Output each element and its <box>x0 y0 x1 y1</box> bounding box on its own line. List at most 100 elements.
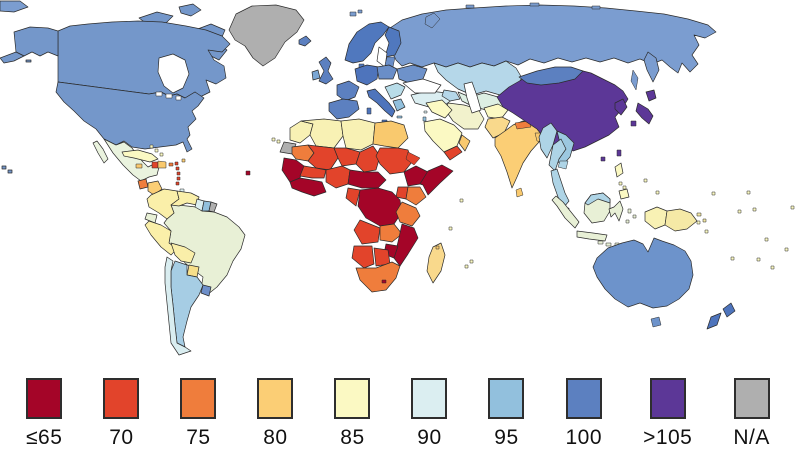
legend-label-le65: ≤65 <box>26 426 63 449</box>
region-chukotka-fragment <box>0 0 29 13</box>
region-angola <box>353 219 381 245</box>
region-colombia <box>146 188 180 220</box>
region-lesotho <box>381 279 387 284</box>
region-south-africa <box>355 261 401 293</box>
region-bahamas <box>149 144 164 157</box>
hudson-bay <box>157 53 190 94</box>
legend-swatch-80 <box>257 378 294 419</box>
region-java <box>576 230 608 242</box>
region-cyprus <box>423 110 428 114</box>
region-taiwan <box>616 149 622 157</box>
region-kamchatka <box>643 51 660 83</box>
region-italy <box>366 88 396 118</box>
legend-swatch-le65 <box>26 378 63 419</box>
region-germany-central-europe <box>354 64 380 86</box>
region-sumatra <box>551 195 580 229</box>
region-hainan <box>600 156 606 162</box>
region-japan-hokkaido <box>645 89 657 102</box>
region-somalia <box>419 164 454 196</box>
region-baja <box>92 140 109 164</box>
legend-label-90: 90 <box>417 426 442 449</box>
region-haiti <box>151 161 159 169</box>
region-burkina-benin <box>299 165 327 179</box>
legend-item-85: 85 <box>334 378 371 450</box>
region-canary-islands <box>271 137 281 144</box>
region-zambia <box>379 223 403 243</box>
legend-item-100: 100 <box>566 378 603 450</box>
legend-item-na: N/A <box>733 378 770 450</box>
region-west-african-coast <box>289 177 327 197</box>
region-namibia <box>351 245 375 269</box>
world-map-svg <box>0 0 795 356</box>
legend: ≤65 70 75 80 85 90 95 100 >105 N/A <box>0 368 800 450</box>
region-sardinia <box>366 107 372 115</box>
legend-label-85: 85 <box>340 426 365 449</box>
region-eritrea-djibouti <box>405 151 421 166</box>
region-philippines-visayas <box>618 181 627 190</box>
region-korea <box>614 98 628 116</box>
region-kenya <box>405 186 427 206</box>
legend-item-70: 70 <box>103 378 140 450</box>
region-sri-lanka <box>515 187 524 198</box>
region-new-zealand-south <box>706 312 722 330</box>
region-uruguay <box>200 284 212 297</box>
region-borneo-malaysia <box>584 192 611 206</box>
region-dr-congo <box>357 187 403 227</box>
legend-swatch-85 <box>334 378 371 419</box>
region-caucasus <box>441 89 461 102</box>
region-united-kingdom <box>318 56 334 85</box>
region-russia <box>389 4 717 74</box>
region-poland <box>376 64 398 80</box>
region-canada-arctic-island-3 <box>178 3 202 17</box>
region-iceland <box>298 35 312 47</box>
region-bolivia <box>170 242 196 264</box>
region-mozambique-malawi <box>393 223 419 267</box>
region-novaya-zemlya <box>424 12 441 29</box>
region-sakhalin <box>630 69 639 91</box>
legend-swatch-na <box>733 378 770 419</box>
region-libya <box>340 118 376 151</box>
region-philippines-mindanao <box>618 188 630 200</box>
region-oman <box>458 134 471 152</box>
region-jamaica <box>135 163 143 169</box>
region-cameroon-car <box>347 169 387 189</box>
region-puerto-rico <box>168 162 174 167</box>
legend-swatch-gt105 <box>649 378 686 419</box>
world-map <box>0 0 795 356</box>
region-japan-kyushu <box>630 120 637 127</box>
region-philippines-luzon <box>614 162 624 178</box>
region-crete <box>396 115 403 119</box>
region-mongolia <box>518 66 584 86</box>
region-israel <box>422 116 427 122</box>
region-japan-honshu <box>635 102 654 125</box>
region-greenland <box>228 4 305 67</box>
region-malay-peninsula <box>550 168 570 208</box>
region-chile <box>164 256 192 356</box>
region-nepal <box>514 120 532 130</box>
region-chad <box>355 145 381 173</box>
region-balkans <box>384 82 406 100</box>
legend-item-95: 95 <box>488 378 525 450</box>
region-pacific-islands <box>643 178 795 270</box>
region-gabon-congo <box>345 187 361 207</box>
region-australia <box>592 237 694 309</box>
legend-swatch-70 <box>103 378 140 419</box>
legend-label-70: 70 <box>109 426 134 449</box>
region-french-guiana <box>208 201 218 213</box>
region-yemen <box>443 145 463 161</box>
region-sudan <box>375 147 413 175</box>
region-guatemala <box>137 178 149 190</box>
region-morocco <box>289 120 314 144</box>
region-usa <box>55 81 205 153</box>
legend-label-100: 100 <box>565 426 603 449</box>
region-venezuela <box>170 190 200 207</box>
legend-item-gt105: >105 <box>643 378 692 450</box>
region-alaska <box>13 26 59 57</box>
region-mali <box>307 144 339 171</box>
region-tasmania <box>650 316 662 328</box>
great-lakes <box>155 91 182 101</box>
region-spain-portugal <box>328 98 360 120</box>
region-ireland <box>311 69 321 81</box>
legend-swatch-95 <box>488 378 525 419</box>
region-lesser-antilles <box>174 161 181 186</box>
